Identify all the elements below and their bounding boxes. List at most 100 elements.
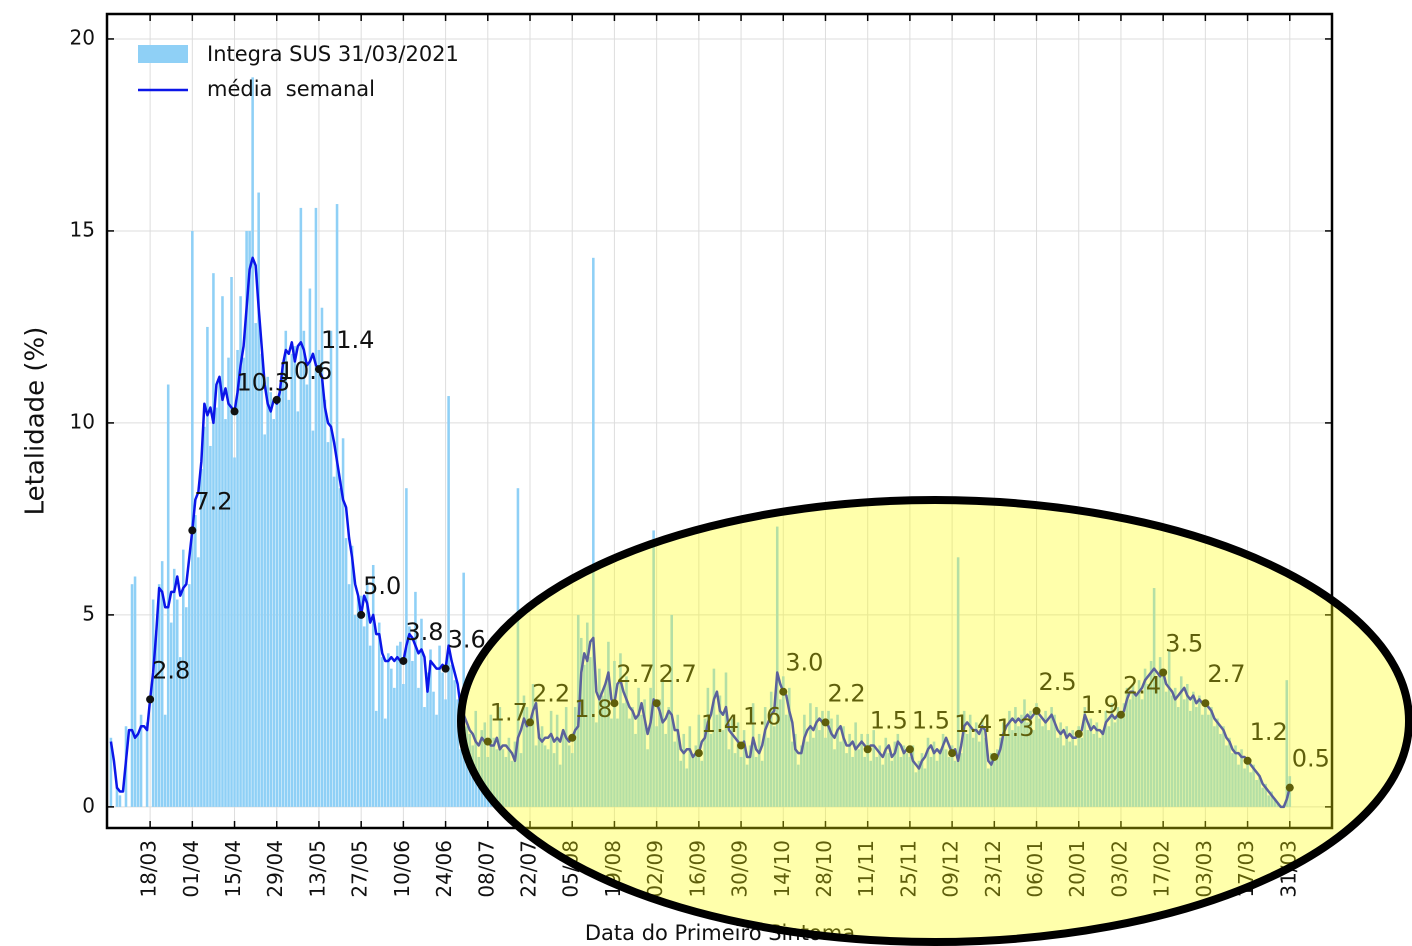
bar [308,288,312,807]
bar [902,745,906,807]
bar [489,714,493,807]
bar [911,745,915,807]
bar [586,622,589,807]
bar [842,726,845,807]
annotation-marker [230,407,239,416]
bar [311,430,315,807]
bar [1047,730,1050,807]
bar [368,645,372,807]
bar [1219,733,1222,807]
bar [215,407,218,807]
bar [1101,730,1105,807]
annotation-label: 1.4 [954,710,992,738]
bar [658,699,661,807]
annotation-label: 2.7 [616,660,654,688]
bar [947,756,951,807]
bar [1023,699,1026,807]
bar [453,680,456,807]
bar [1222,726,1225,807]
x-tick-label: 03/03 [1192,840,1216,898]
bar [387,653,390,807]
annotation-label: 7.2 [194,487,232,515]
annotation-marker [779,687,788,696]
bar [359,595,363,807]
bar [896,733,900,807]
bar [1104,710,1108,807]
bar [561,733,565,807]
bar [1044,710,1047,807]
bar [1273,799,1276,807]
legend-label: média semanal [207,77,375,101]
bar [441,672,444,807]
bar [498,707,502,807]
bar [390,668,393,807]
bar [763,707,767,807]
bar [314,207,318,807]
bar [1155,676,1159,807]
bar [1077,726,1081,807]
bar [510,760,514,807]
bar [824,737,827,807]
bar [974,722,978,807]
bar [317,349,321,807]
bar [649,687,652,807]
bar [145,722,149,807]
x-tick-label: 02/09 [643,840,667,898]
annotation-marker [1032,706,1041,715]
bar [519,753,523,807]
annotation-label: 1.2 [1250,718,1288,746]
bar [296,411,300,807]
bar [938,749,942,807]
annotation-marker [399,656,408,665]
bar [151,599,155,807]
bar [1210,707,1213,807]
annotation-marker [737,741,746,750]
bar [1128,699,1132,807]
bar [1270,791,1273,807]
annotation-label: 0.5 [1292,745,1330,773]
bar [1173,687,1177,807]
bar [667,707,670,807]
bar [157,584,161,807]
annotation-marker [694,749,703,758]
bar [887,753,891,807]
bar [827,710,830,807]
annotation-label: 2.5 [1039,668,1077,696]
annotation-label: 3.5 [1165,629,1203,657]
bar [172,568,176,807]
bar [697,714,701,807]
bar [905,753,909,807]
annotation-marker [610,699,619,708]
bar [1185,684,1189,807]
bar [245,230,248,807]
bar [130,584,134,807]
bar [1134,695,1138,807]
bar [197,557,200,807]
legend-label: Integra SUS 31/03/2021 [207,42,459,66]
annotation-marker [272,395,281,404]
bar [757,733,761,807]
bar [1252,764,1255,807]
x-tick-label: 14/10 [770,840,794,898]
bar [1243,768,1246,807]
bar [890,760,894,807]
bar [531,684,535,807]
bar [830,718,833,807]
bar [323,399,327,807]
bar [1107,726,1111,807]
annotation-marker [1159,668,1168,677]
bar [727,749,731,807]
x-tick-label: 17/02 [1150,840,1174,898]
bar [1158,657,1162,807]
bar [664,733,667,807]
bar [353,614,357,807]
bar [582,664,586,807]
bar [1086,730,1090,807]
bar [251,77,254,807]
bar [1246,756,1249,807]
x-tick-label: 03/02 [1107,840,1131,898]
bar [555,714,559,807]
bar [338,488,342,807]
bar [803,714,806,807]
bar [965,733,969,807]
